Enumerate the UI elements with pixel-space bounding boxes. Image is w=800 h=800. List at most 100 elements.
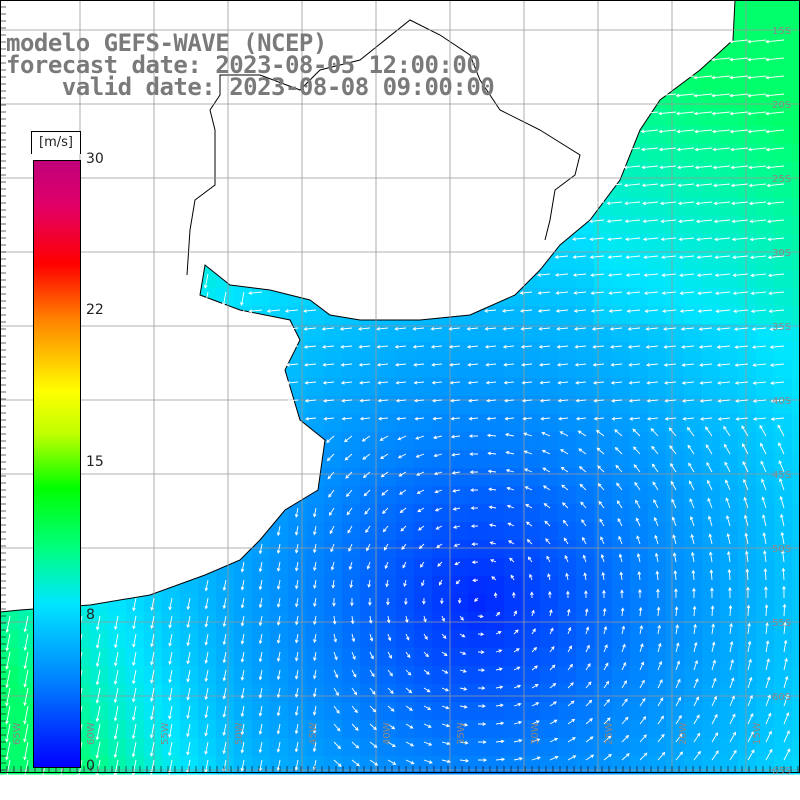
wind-arrow [513,685,521,689]
wind-arrow-head [644,309,649,313]
wind-arrow [759,425,767,437]
wind-arrow [259,759,263,771]
wind-arrow-head [555,309,560,313]
wind-arrow [673,535,677,545]
wind-arrow-head [487,469,492,474]
wind-arrow [711,624,714,635]
wind-arrow [417,507,425,513]
wind-arrow-head [150,661,154,666]
wind-arrow [659,129,677,133]
wind-arrow-head [359,416,364,421]
wind-arrow-head [614,446,619,451]
wind-arrow-head [132,607,136,612]
wind-arrow-head [725,515,730,520]
wind-arrow-head [204,641,209,646]
wind-arrow [378,399,389,402]
wind-arrow-head [150,716,154,721]
wind-arrow [295,741,299,752]
wind-arrow-head [203,284,208,289]
speed-cell [648,234,667,253]
wind-arrow-head [204,678,209,683]
wind-arrow-head [659,201,664,206]
wind-arrow-head [711,75,716,80]
wind-arrow-head [603,625,608,630]
wind-arrow [712,111,731,115]
speed-cell [684,360,703,379]
speed-cell [684,504,703,523]
wind-arrow [277,741,281,752]
speed-cell [324,468,343,487]
wind-arrow-head [186,606,191,610]
speed-cell [342,630,361,649]
wind-arrow [575,381,587,384]
wind-arrow [729,659,734,671]
wind-arrow-head [590,309,595,313]
wind-arrow [657,715,664,725]
wind-arrow [513,757,523,761]
wind-arrow-head [734,381,739,385]
speed-cell [720,738,739,757]
wind-arrow-head [509,557,513,562]
wind-arrow [259,579,263,590]
speed-cell [720,486,739,505]
latitude-label: 15S [772,26,792,37]
wind-arrow [765,749,773,761]
speed-cell [540,738,559,757]
wind-arrow [762,515,767,527]
wind-arrow-head [488,487,492,492]
wind-arrow-head [521,380,526,385]
speed-cell [756,360,775,379]
wind-arrow-head [616,500,621,505]
wind-arrow [340,327,353,330]
speed-cell [630,720,649,739]
speed-cell [468,648,487,667]
wind-arrow-head [533,646,538,651]
speed-cell [486,396,505,415]
speed-cell [576,720,595,739]
wind-arrow-head [132,625,136,630]
speed-cell [594,630,613,649]
wind-arrow [657,679,663,689]
wind-arrow-head [348,548,352,552]
speed-cell [540,432,559,451]
wind-arrow-head [467,362,472,367]
wind-arrow-head [276,658,281,662]
wind-arrow [696,201,713,204]
speed-cell [486,684,505,703]
wind-arrow [114,687,119,703]
wind-arrow [729,605,732,617]
wind-arrow [313,561,317,571]
wind-arrow [133,597,137,611]
wind-arrow-head [313,657,317,662]
speed-cell [774,738,793,757]
wind-arrow-head [427,724,432,728]
speed-cell [612,288,631,307]
wind-arrow [699,327,713,330]
wind-arrow-head [395,380,400,385]
speed-cell [684,576,703,595]
wind-arrow [567,737,576,743]
speed-cell [684,126,703,145]
speed-cell [396,432,415,451]
wind-arrow [730,39,749,43]
wind-arrow [362,453,371,460]
wind-arrow-head [386,601,390,606]
wind-arrow [603,699,610,707]
wind-arrow [432,399,443,402]
speed-cell [504,468,523,487]
wind-arrow [608,255,623,258]
speed-cell [666,594,685,613]
speed-cell [450,414,469,433]
wind-arrow-head [693,623,697,628]
wind-arrow-head [541,449,546,454]
wind-arrow-head [575,398,580,403]
wind-arrow [114,723,119,739]
wind-arrow-head [340,362,345,367]
wind-arrow [672,517,677,527]
wind-arrow-head [625,734,630,739]
speed-cell [702,702,721,721]
wind-arrow [557,363,569,366]
wind-arrow-head [453,525,457,529]
speed-cell [648,612,667,631]
wind-arrow-head [276,550,281,554]
